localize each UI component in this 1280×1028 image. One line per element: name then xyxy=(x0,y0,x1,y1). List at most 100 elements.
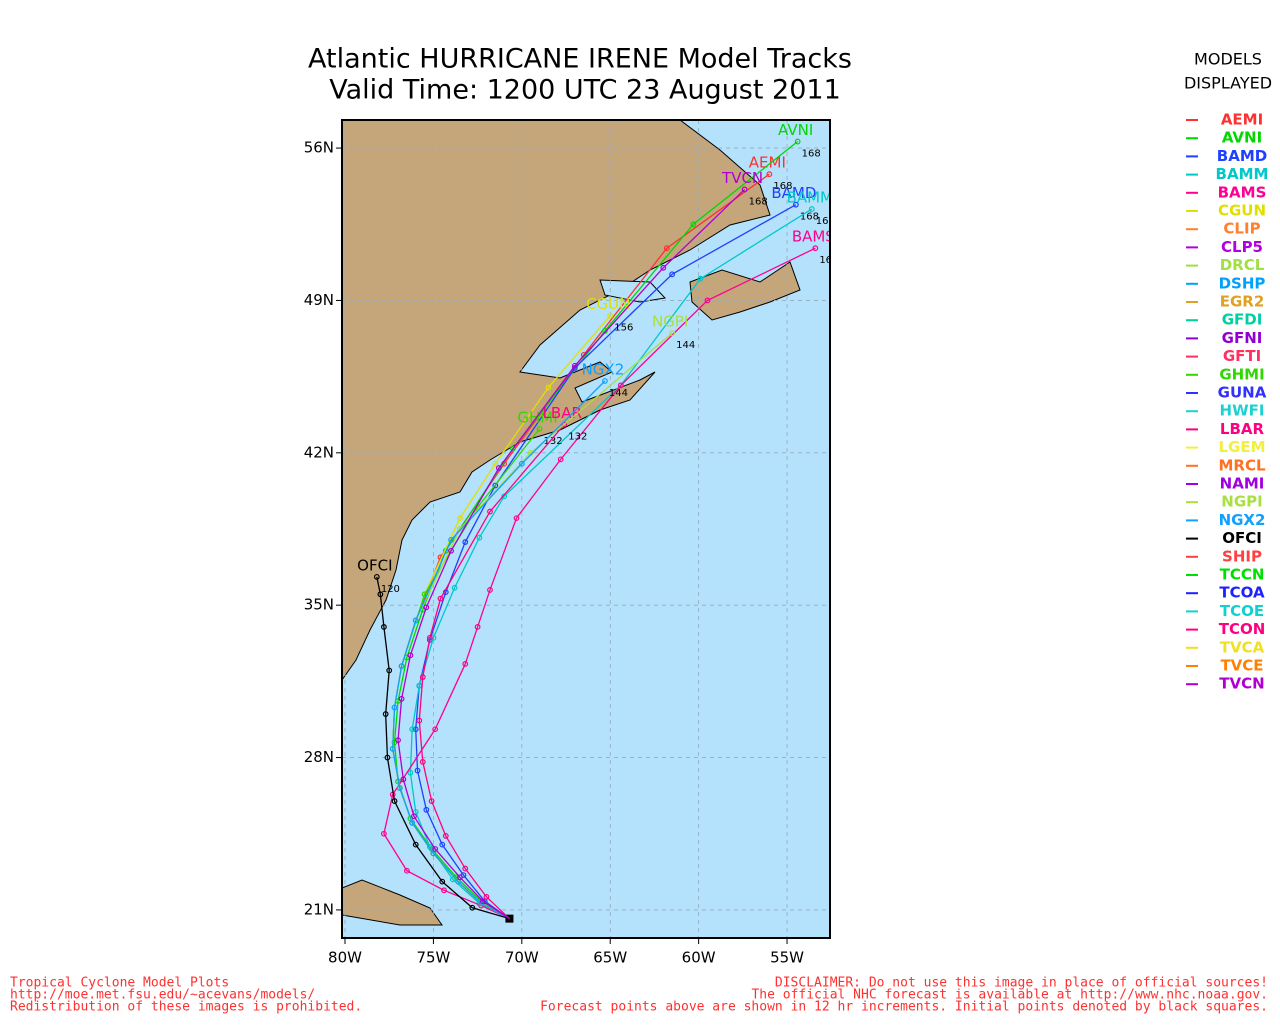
forecast-point xyxy=(794,138,801,145)
legend-title: DISPLAYED xyxy=(1184,74,1272,93)
legend-entry: NAMI xyxy=(1220,475,1265,493)
map-frame xyxy=(341,119,831,939)
hour-label: 144 xyxy=(676,340,695,351)
forecast-point xyxy=(487,587,493,593)
forecast-point xyxy=(513,515,520,522)
forecast-point xyxy=(437,595,444,602)
forecast-point xyxy=(669,271,676,278)
legend-entry: NGPI xyxy=(1221,493,1262,511)
y-tick-label: 56N xyxy=(304,139,334,157)
forecast-point xyxy=(416,717,423,724)
forecast-point xyxy=(391,704,398,711)
forecast-point xyxy=(469,904,476,911)
forecast-point xyxy=(412,617,419,624)
forecast-point xyxy=(476,534,483,541)
model-track xyxy=(383,247,816,920)
forecast-point xyxy=(398,695,405,702)
legend-entry: AEMI xyxy=(1221,111,1263,129)
legend-entry: TCON xyxy=(1219,620,1266,638)
legend-entry: GFDI xyxy=(1222,311,1263,329)
x-tick-label: 75W xyxy=(416,949,450,967)
footer-text: http://moe.met.fsu.edu/~acevans/models/ xyxy=(10,988,315,1003)
forecast-point xyxy=(492,460,499,467)
legend-entry: LBAR xyxy=(1220,420,1265,438)
forecast-point xyxy=(396,785,403,791)
forecast-point xyxy=(510,445,516,452)
hour-label: 132 xyxy=(568,432,587,443)
forecast-point xyxy=(607,312,614,319)
forecast-point xyxy=(441,887,447,894)
hour-label: 168 xyxy=(800,212,819,223)
forecast-point xyxy=(602,378,608,384)
y-tick-label: 35N xyxy=(304,596,334,614)
forecast-point xyxy=(377,591,384,598)
forecast-point xyxy=(480,898,486,905)
forecast-point xyxy=(400,776,407,783)
forecast-point xyxy=(432,846,439,852)
forecast-point xyxy=(449,876,456,883)
forecast-point xyxy=(439,841,446,848)
track-label: OFCI xyxy=(357,556,392,574)
y-tick-label: 42N xyxy=(304,443,334,461)
forecast-point xyxy=(571,362,578,369)
legend-entry: TCCN xyxy=(1220,566,1265,584)
forecast-point xyxy=(492,482,499,489)
forecast-point xyxy=(412,841,419,848)
track-label: BAMM xyxy=(787,189,833,207)
forecast-point xyxy=(423,604,430,611)
forecast-point xyxy=(448,536,454,543)
forecast-point xyxy=(766,171,773,178)
land xyxy=(689,261,801,321)
x-tick-label: 55W xyxy=(770,949,804,967)
legend-entry: MRCL xyxy=(1218,456,1265,474)
forecast-point xyxy=(426,634,433,641)
forecast-point xyxy=(690,221,697,228)
forecast-point xyxy=(398,663,405,670)
track-label: BAMD xyxy=(771,184,816,202)
legend-entry: SHIP xyxy=(1222,547,1262,565)
model-track xyxy=(418,424,565,920)
forecast-point xyxy=(518,460,525,467)
forecast-point xyxy=(389,745,396,752)
forecast-point xyxy=(495,465,502,471)
forecast-point xyxy=(442,833,449,839)
track-label: BAMS xyxy=(792,228,835,246)
legend-entry: TCOA xyxy=(1219,584,1265,602)
hour-label: 144 xyxy=(609,388,628,399)
forecast-point xyxy=(451,584,458,591)
footer-text: Tropical Cyclone Model Plots xyxy=(10,976,229,991)
forecast-point xyxy=(457,874,463,881)
forecast-point xyxy=(808,206,815,212)
hour-label: 168 xyxy=(749,196,768,207)
hour-label: 168 xyxy=(773,181,792,192)
forecast-point xyxy=(474,624,481,630)
forecast-point xyxy=(812,245,819,252)
legend-entry: DRCL xyxy=(1220,256,1265,274)
forecast-point xyxy=(669,330,676,336)
legend-entry: BAMS xyxy=(1218,183,1267,201)
legend-entry: LGEM xyxy=(1218,438,1265,456)
forecast-point xyxy=(386,667,393,674)
forecast-point xyxy=(483,893,490,900)
legend-entry: DSHP xyxy=(1219,274,1266,292)
hour-label: 168 xyxy=(819,255,838,266)
forecast-point xyxy=(407,652,414,659)
footer-text: The official NHC forecast is available a… xyxy=(751,988,1268,1003)
hour-label: 156 xyxy=(614,323,633,334)
track-label: LBAR xyxy=(543,404,582,422)
forecast-point xyxy=(792,201,799,208)
hour-label: 120 xyxy=(381,584,400,595)
x-tick-label: 65W xyxy=(593,949,627,967)
legend-entry: TVCE xyxy=(1220,657,1263,675)
track-label: TVCN xyxy=(721,169,763,187)
forecast-point xyxy=(432,726,439,733)
legend-entry: GHMI xyxy=(1219,365,1264,383)
legend-entry: CLP5 xyxy=(1221,238,1263,256)
legend-entry: TVCA xyxy=(1220,638,1265,656)
model-track xyxy=(392,380,606,920)
legend-entry: GUNA xyxy=(1218,384,1267,402)
x-tick-label: 80W xyxy=(328,949,362,967)
legend-entry: GFTI xyxy=(1223,347,1261,365)
forecast-point xyxy=(439,878,446,885)
